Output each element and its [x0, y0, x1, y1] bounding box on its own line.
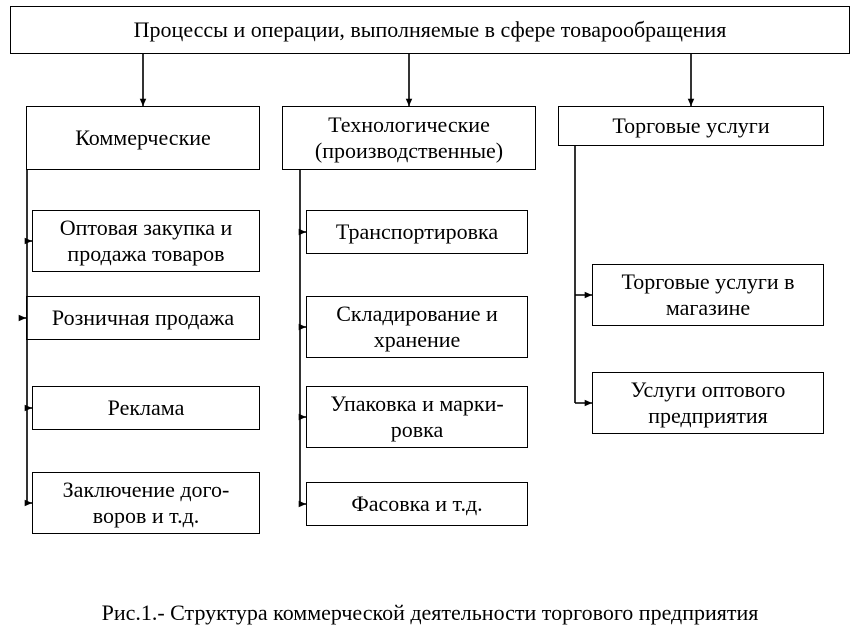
node-root-label: Процессы и операции, выполняемые в сфере…: [134, 17, 727, 43]
node-s2: Услуги оптового предприятия: [592, 372, 824, 434]
node-c1: Оптовая закупка и продажа товаров: [32, 210, 260, 272]
figure-caption: Рис.1.- Структура коммерческой деятельно…: [0, 600, 860, 626]
node-t4-label: Фасовка и т.д.: [351, 491, 482, 517]
node-s1-label: Торговые услуги в магазине: [599, 269, 817, 322]
node-c3-label: Реклама: [108, 395, 185, 421]
node-services-label: Торговые услуги: [612, 113, 769, 139]
node-s2-label: Услуги оптового предприятия: [599, 377, 817, 430]
figure-caption-text: Рис.1.- Структура коммерческой деятельно…: [102, 600, 759, 625]
node-t1-label: Транспортировка: [336, 219, 498, 245]
node-commercial-label: Коммерческие: [75, 125, 211, 151]
node-c4-label: Заключение дого-воров и т.д.: [63, 477, 230, 530]
node-t1: Транспортировка: [306, 210, 528, 254]
node-c1-label: Оптовая закупка и продажа товаров: [39, 215, 253, 268]
node-c2: Розничная продажа: [26, 296, 260, 340]
node-t2: Складирование и хранение: [306, 296, 528, 358]
node-t3: Упаковка и марки-ровка: [306, 386, 528, 448]
node-t4: Фасовка и т.д.: [306, 482, 528, 526]
node-root: Процессы и операции, выполняемые в сфере…: [10, 6, 850, 54]
node-c3: Реклама: [32, 386, 260, 430]
node-commercial: Коммерческие: [26, 106, 260, 170]
node-services: Торговые услуги: [558, 106, 824, 146]
node-technological-label: Технологические (производственные): [289, 112, 529, 165]
node-c2-label: Розничная продажа: [52, 305, 234, 331]
diagram-stage: Процессы и операции, выполняемые в сфере…: [0, 0, 860, 638]
node-s1: Торговые услуги в магазине: [592, 264, 824, 326]
node-c4: Заключение дого-воров и т.д.: [32, 472, 260, 534]
node-t3-label: Упаковка и марки-ровка: [330, 391, 503, 444]
node-t2-label: Складирование и хранение: [313, 301, 521, 354]
node-technological: Технологические (производственные): [282, 106, 536, 170]
